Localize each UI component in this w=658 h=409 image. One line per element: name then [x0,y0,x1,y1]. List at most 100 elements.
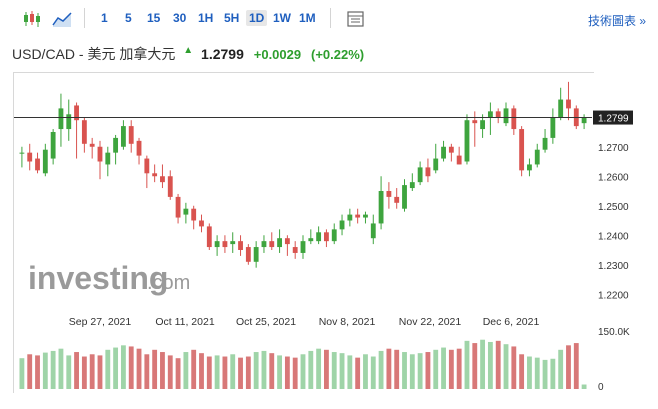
volume-axis-label: 0 [598,382,604,393]
interval-30min-button[interactable]: 30 [173,11,187,25]
volume-bar [292,357,298,389]
candle-body [105,152,111,165]
volume-bar [402,352,407,389]
volume-bar [550,358,556,389]
candle-body [42,149,48,174]
candle-body [167,176,173,197]
table-view-icon[interactable] [346,10,366,28]
y-tick-label: 1.2600 [598,172,629,183]
current-price-badge [593,110,633,125]
volume-bar [425,352,431,389]
interval-1d-button[interactable]: 1D [246,10,268,26]
candle-body [394,196,400,203]
volume-bar [214,355,220,389]
candle-body [519,129,525,171]
candle-body [347,214,353,221]
interval-1min-button[interactable]: 1 [101,11,108,25]
volume-bar [42,352,48,389]
volume-bar [136,348,142,389]
candle-body [152,173,158,177]
volume-bar [370,356,376,389]
candle-body [277,238,282,248]
volume-bar [534,357,540,389]
volume-bar [50,350,56,389]
chart-toolbar: 1 5 15 30 1H 5H 1D 1W 1M 技術圖表 » [0,0,658,36]
volume-bar [417,353,423,389]
x-tick-label: Nov 8, 2021 [319,316,376,328]
volume-bar [409,354,415,389]
candle-body [66,114,72,130]
volume-bar [199,353,204,389]
candle-body [363,214,368,218]
candle-body [378,191,384,224]
candle-body [386,191,392,197]
volume-bar [269,353,275,389]
candle-body [50,132,56,159]
volume-axis-label: 150.0K [598,327,630,338]
volume-bar [558,349,564,389]
candle-body [370,223,376,239]
volume-bar [261,350,267,389]
candle-body [542,137,548,150]
interval-5h-button[interactable]: 5H [224,11,240,25]
volume-bar [519,354,525,389]
candle-body [448,146,454,153]
volume-bar [441,347,446,389]
candle-body [487,111,493,118]
volume-bar [74,352,79,389]
candle-body [464,120,470,162]
toolbar-separator [84,8,85,28]
volume-bar [277,355,282,389]
candle-body [480,120,486,130]
volume-bar [378,350,384,389]
volume-bar [206,356,212,389]
volume-bar [324,349,329,389]
x-tick-label: Oct 25, 2021 [236,316,296,328]
candle-body [581,117,587,124]
candle-body [191,208,197,221]
candlestick-chart-icon[interactable] [22,10,42,28]
interval-1w-button[interactable]: 1W [273,11,291,25]
volume-bar [238,357,243,389]
y-tick-label: 1.2400 [598,231,629,242]
candle-body [74,105,79,121]
candle-body [253,247,259,262]
volume-bar [347,355,353,389]
volume-bar [433,349,439,389]
volume-bar [27,354,33,389]
volume-bar [308,350,314,389]
interval-1m-button[interactable]: 1M [299,11,316,25]
technical-chart-link[interactable]: 技術圖表 » [587,14,646,28]
candle-body [417,167,423,183]
volume-bar [448,349,454,389]
candle-body [199,220,204,227]
volume-bar [527,356,532,389]
volume-bar [144,354,150,389]
volume-bar [175,358,181,389]
volume-bar [120,345,126,389]
volume-bar [253,352,259,389]
chart-area[interactable]: investing .com 1.2700 1.2600 1.2500 1.2400 1.2… [13,72,633,393]
volume-bar [105,349,111,389]
candle-body [495,111,501,118]
candlestick-chart[interactable]: investing.com 1.2700 1.2600 1.2500 1.2400 1.2… [14,73,658,393]
candle-body [441,146,446,159]
candle-body [409,182,415,189]
volume-bar [503,344,509,389]
candle-body [300,241,306,253]
toolbar-separator [330,8,331,28]
interval-15min-button[interactable]: 15 [147,11,161,25]
volume-bar [472,343,478,389]
volume-bar [222,356,228,389]
volume-bar [487,341,493,389]
candle-body [160,176,165,183]
candle-body [97,146,103,162]
x-tick-label: Dec 6, 2021 [483,316,540,328]
candle-body [316,232,322,242]
interval-5min-button[interactable]: 5 [125,11,132,25]
interval-1h-button[interactable]: 1H [198,11,214,25]
candle-body [214,241,220,248]
area-chart-icon[interactable] [52,10,72,28]
price-change-percent: (+0.22%) [311,47,365,62]
volume-bar [230,354,236,389]
